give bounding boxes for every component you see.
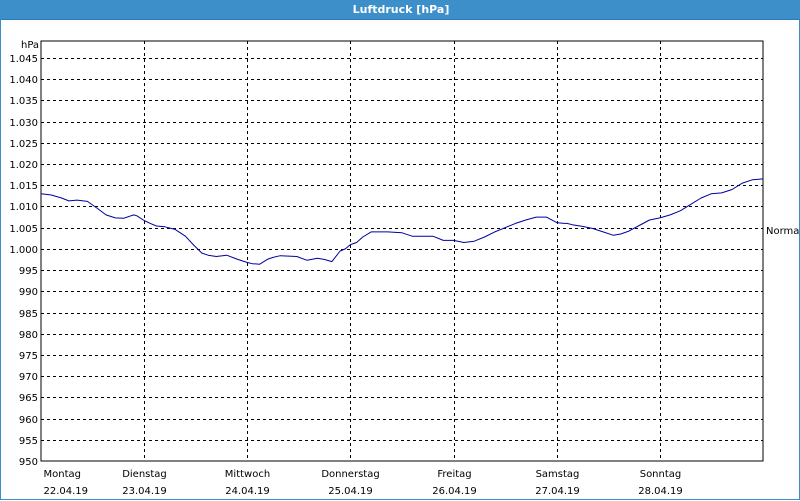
x-tick-weekday: Montag: [44, 469, 81, 480]
y-tick-label: 1.015: [9, 181, 38, 192]
x-tick-weekday: Sonntag: [640, 469, 682, 480]
x-tick-label: Dienstag 23.04.19: [122, 469, 167, 497]
x-tick-label: Sonntag 28.04.19: [638, 469, 683, 497]
x-tick-weekday: Freitag: [437, 469, 471, 480]
y-tick-label: 1.035: [9, 96, 38, 107]
x-tick-date: 23.04.19: [122, 486, 167, 497]
y-tick-label: 1.045: [9, 54, 38, 65]
x-tick-date: 27.04.19: [535, 486, 580, 497]
x-tick-date: 25.04.19: [328, 486, 373, 497]
x-tick-date: 22.04.19: [44, 486, 89, 497]
y-tick-label: 985: [19, 309, 38, 320]
y-tick-label: 995: [19, 266, 38, 277]
y-tick-label: 1.040: [9, 75, 38, 86]
x-tick-label: Freitag 26.04.19: [432, 469, 477, 497]
x-tick-date: 26.04.19: [432, 486, 477, 497]
grid-lines: [41, 41, 763, 461]
y-tick-label: 975: [19, 351, 38, 362]
y-tick-label: 1.005: [9, 224, 38, 235]
x-tick-weekday: Mittwoch: [225, 469, 270, 480]
y-tick-label: 1.000: [9, 245, 38, 256]
y-tick-label: 960: [19, 415, 38, 426]
x-tick-weekday: Dienstag: [122, 469, 167, 480]
plot-area: [40, 40, 764, 462]
y-tick-label: 990: [19, 287, 38, 298]
y-tick-label: 1.025: [9, 139, 38, 150]
x-tick-label: Donnerstag 25.04.19: [321, 469, 379, 497]
y-tick-label: 980: [19, 330, 38, 341]
y-tick-label: 965: [19, 393, 38, 404]
x-tick-date: 28.04.19: [638, 486, 683, 497]
x-axis-tick-labels: Montag 22.04.19 Dienstag 23.04.19 Mittwoch 24…: [44, 469, 683, 497]
y-axis-tick-labels: 950 955 960 965 970 975 980 985 990 995 1.000 1.005…: [9, 54, 38, 468]
annotation-layer: Normal: [766, 226, 800, 237]
window-title: Luftdruck [hPa]: [1, 1, 800, 20]
x-tick-weekday: Donnerstag: [321, 469, 379, 480]
x-tick-weekday: Samstag: [536, 469, 580, 480]
x-tick-label: Samstag 27.04.19: [535, 469, 580, 497]
y-tick-label: 955: [19, 436, 38, 447]
x-tick-label: Montag 22.04.19: [44, 469, 89, 497]
y-tick-label: 1.030: [9, 118, 38, 129]
pressure-series-line: [40, 178, 764, 265]
x-tick-date: 24.04.19: [225, 486, 270, 497]
x-tick-label: Mittwoch 24.04.19: [225, 469, 270, 497]
series-layer: [40, 178, 764, 265]
y-tick-label: 970: [19, 372, 38, 383]
y-tick-label: 1.010: [9, 202, 38, 213]
y-axis-unit-label: hPa: [21, 40, 39, 51]
y-tick-label: 950: [19, 457, 38, 468]
y-tick-label: 1.020: [9, 160, 38, 171]
normal-annotation-label: Normal: [766, 226, 800, 237]
